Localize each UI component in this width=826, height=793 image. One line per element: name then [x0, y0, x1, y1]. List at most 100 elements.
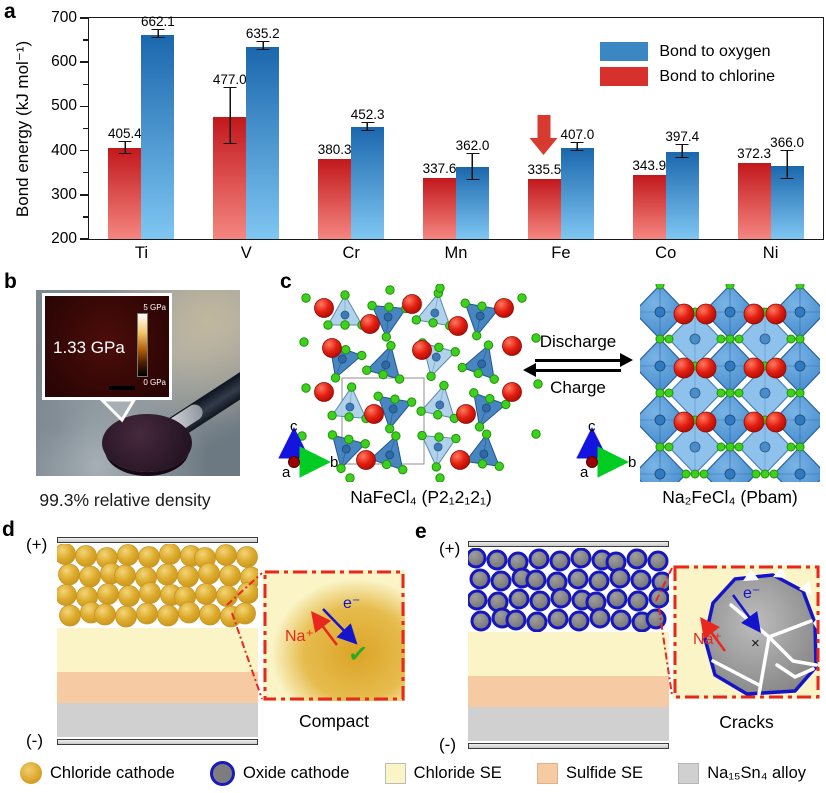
chart-legend-row: Bond to oxygen	[600, 42, 775, 61]
bar-co-chlorine	[632, 175, 666, 239]
panel-a-label: a	[4, 0, 16, 23]
y-axis-tick	[80, 149, 88, 152]
na-ion-label: Na⁺	[285, 628, 314, 645]
error-bar	[570, 141, 584, 152]
alloy-anode-layer	[468, 707, 669, 741]
oxide-cathode-layer	[468, 548, 669, 632]
bar-cr-oxygen	[351, 127, 385, 239]
chloride-se-swatch-icon	[384, 762, 406, 784]
axis-icon-right	[576, 427, 629, 478]
na-ion-label: Na⁺	[693, 631, 722, 648]
legend-label: Chloride SE	[413, 763, 502, 782]
value-label: 337.6	[422, 161, 457, 177]
pellet-photo: 1.33 GPa 5 GPa 0 GPa	[36, 290, 240, 476]
y-axis-tick-label: 600	[51, 53, 77, 71]
value-label: 477.0	[212, 71, 247, 87]
chart-plot-area: Bond energy (kJ mol⁻¹) 405.4 662.1 Ti 477.0…	[13, 9, 824, 262]
x-axis-category-label: Co	[655, 244, 677, 262]
bar-slot: 335.5	[527, 18, 562, 239]
bar-group-co: 343.9 397.4 Co	[613, 18, 718, 262]
color-scale-bar	[137, 313, 148, 377]
charge-arrow-icon	[523, 363, 621, 377]
discharge-arrow-icon	[535, 353, 633, 367]
alloy-swatch-icon	[678, 762, 700, 784]
legend-item-sulfide-se: Sulfide SE	[536, 762, 643, 784]
bar-slot: 635.2	[246, 18, 280, 239]
bar-co-oxygen	[665, 151, 699, 239]
chart-legend-label: Bond to oxygen	[659, 42, 771, 60]
scale-max-label: 5 GPa	[143, 303, 166, 312]
callout-triangle	[98, 398, 137, 423]
positive-terminal-label: (+)	[26, 535, 48, 554]
electron-label: e⁻	[743, 585, 761, 602]
axis-a-label-left: a	[282, 464, 291, 481]
axis-c-label-left: c	[290, 418, 298, 435]
axis-icon-left	[278, 427, 331, 478]
y-axis-minor-tick	[83, 216, 88, 218]
bar-slot: 397.4	[665, 18, 700, 239]
bar-group-mn: 337.6 362.0 Mn	[404, 18, 509, 262]
bar-slot: 662.1	[141, 14, 175, 239]
legend-item-alloy: Na₁₅Sn₄ alloy	[678, 762, 806, 784]
bar-slot: 452.3	[351, 18, 385, 239]
y-axis-tick	[80, 238, 88, 240]
bar-mn-chlorine	[423, 178, 456, 239]
chart-legend: Bond to oxygen Bond to chlorine	[600, 42, 775, 86]
check-icon: ✓	[346, 640, 370, 669]
y-axis-tick-label: 700	[51, 9, 77, 26]
x-axis-category-label: Cr	[342, 244, 360, 262]
axis-a-label-right: a	[580, 464, 589, 481]
chloride-cathode-swatch-icon	[20, 762, 42, 784]
y-axis-tick-label: 500	[51, 97, 77, 115]
bar-slot: 407.0	[560, 18, 595, 239]
y-axis-tick	[80, 105, 88, 108]
legend-label: Chloride cathode	[50, 763, 175, 782]
discharge-label: Discharge	[539, 332, 617, 351]
bar-slot: 362.0	[456, 18, 489, 239]
bar-group-ti: 405.4 662.1 Ti	[89, 14, 194, 262]
value-label: 335.5	[527, 162, 562, 178]
panel-e-oxide-cell: e (+) (-)	[413, 515, 826, 755]
cross-icon: ×	[751, 635, 760, 652]
legend-label: Sulfide SE	[565, 763, 643, 782]
y-axis-tick-label: 400	[51, 141, 77, 159]
axis-c-label-right: c	[588, 418, 596, 435]
modulus-value: 1.33 GPa	[53, 338, 125, 357]
panel-c-label: c	[280, 270, 292, 293]
y-axis-minor-tick	[83, 171, 88, 174]
negative-terminal-label: (-)	[439, 735, 456, 754]
x-axis-category-label: Ti	[134, 244, 148, 262]
y-axis-minor-tick	[83, 83, 88, 86]
na2fecl4-caption: Na₂FeCl₄ (Pbam)	[662, 487, 798, 507]
chloride-se-layer	[468, 632, 669, 676]
bar-group-ni: 372.3 366.0 Ni	[718, 18, 823, 262]
value-label: 407.0	[560, 126, 595, 142]
legend-item-chloride-cathode: Chloride cathode	[20, 762, 175, 784]
x-axis-category-label: Ni	[762, 244, 779, 262]
nafecl4-structure	[297, 284, 543, 482]
nafecl4-caption: NaFeCl₄ (P2₁2₁2₁)	[350, 487, 492, 507]
reaction-arrows: Discharge Charge	[523, 332, 633, 398]
scale-min-label: 0 GPa	[143, 378, 166, 387]
value-label: 362.0	[455, 138, 490, 154]
axis-b-label-left: b	[330, 454, 339, 471]
value-label: 397.4	[665, 128, 700, 144]
alloy-anode-layer	[57, 703, 258, 737]
sulfide-se-swatch-icon	[536, 762, 558, 784]
bar-slot: 405.4	[108, 18, 142, 239]
electrolyte-pellet	[102, 414, 192, 472]
y-axis-tick-label: 300	[51, 185, 77, 203]
compact-zoom-graphics	[263, 570, 405, 701]
bar-fe-chlorine	[527, 179, 561, 239]
value-label: 405.4	[108, 125, 142, 141]
panel-b-label: b	[4, 270, 17, 293]
bar-slot: 337.6	[423, 18, 456, 239]
legend-item-oxide-cathode: Oxide cathode	[210, 760, 349, 786]
x-axis-category-label: Mn	[444, 244, 468, 262]
sulfide-se-layer	[468, 676, 669, 707]
modulus-map-inset: 1.33 GPa 5 GPa 0 GPa	[42, 293, 172, 400]
chart-legend-row: Bond to chlorine	[600, 67, 775, 86]
y-axis-tick-label: 200	[51, 230, 77, 247]
legend-label: Na₁₅Sn₄ alloy	[707, 763, 806, 782]
panel-c-structures: c	[250, 268, 826, 515]
